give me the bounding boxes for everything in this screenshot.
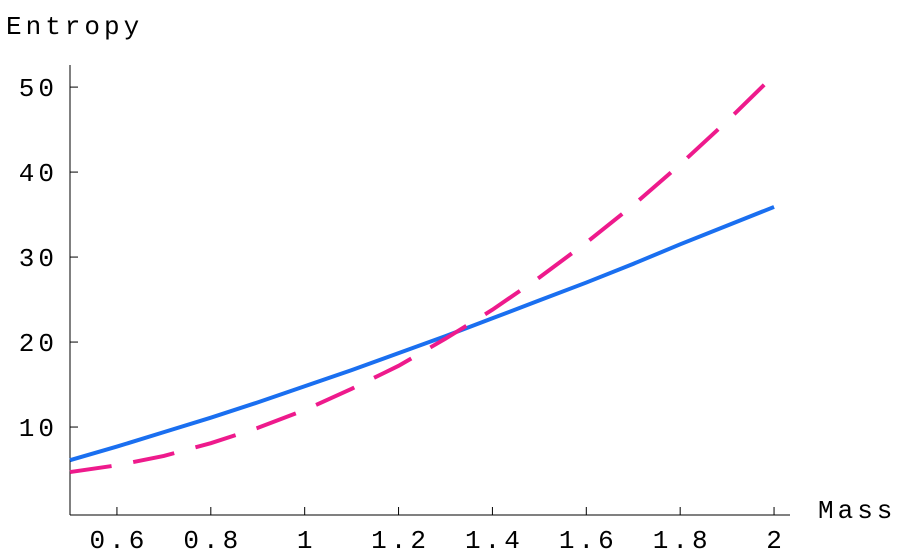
series-line — [69, 73, 776, 475]
x-tick-label: 1 — [297, 526, 317, 556]
y-tick-label: 20 — [19, 329, 58, 359]
x-tick-label: 2 — [766, 526, 786, 556]
series-line — [69, 205, 775, 463]
x-tick-label: 0.8 — [183, 526, 242, 556]
x-tick-label: 1.4 — [465, 526, 524, 556]
y-tick-label: 10 — [19, 414, 58, 444]
x-tick-label: 1.8 — [653, 526, 712, 556]
x-tick-label: 0.6 — [90, 526, 149, 556]
x-tick-label: 1.2 — [371, 526, 430, 556]
x-axis-label: Mass — [818, 496, 896, 526]
x-tick-label: 1.6 — [559, 526, 618, 556]
y-tick-label: 40 — [19, 159, 58, 189]
y-tick-label: 50 — [19, 74, 58, 104]
y-axis-label: Entropy — [6, 12, 143, 42]
y-tick-label: 30 — [19, 244, 58, 274]
